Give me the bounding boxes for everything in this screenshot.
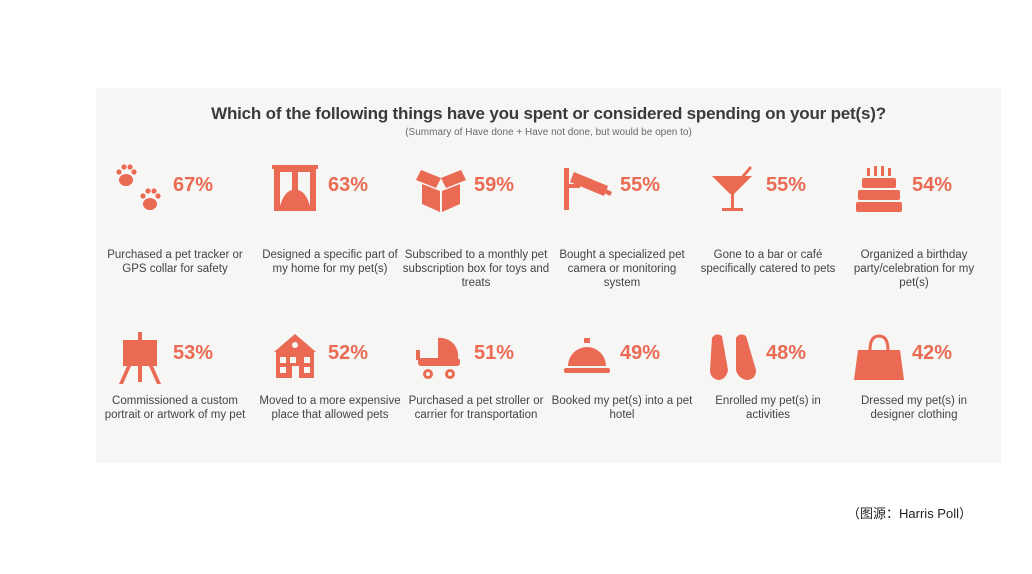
stat-percentage: 53% [173, 342, 214, 364]
stat-item: 53% Commissioned a custom portrait or art… [101, 330, 251, 470]
stat-label: Gone to a bar or café specifically cater… [700, 249, 836, 275]
stat-percentage: 55% [766, 174, 807, 196]
stat-percentage: 52% [328, 342, 369, 364]
stat-label: Commissioned a custom portrait or artwor… [104, 395, 246, 421]
security-camera-icon [560, 162, 614, 216]
stat-percentage: 48% [766, 342, 807, 364]
stat-percentage: 59% [474, 174, 515, 196]
stat-label: Purchased a pet stroller or carrier for … [408, 395, 544, 421]
stat-item: 48% Enrolled my pet(s) in activities [694, 330, 844, 470]
stat-percentage: 42% [912, 342, 953, 364]
swim-fins-icon [706, 330, 760, 384]
chart-title: Which of the following things have you s… [211, 104, 886, 123]
stat-label: Booked my pet(s) into a pet hotel [551, 395, 693, 421]
stat-label: Moved to a more expensive place that all… [259, 395, 401, 421]
stroller-icon [414, 330, 468, 384]
birthday-cake-icon [852, 162, 906, 216]
stat-item: 55% Bought a specialized pet camera or mo… [548, 162, 698, 302]
stat-item: 52% Moved to a more expensive place that … [256, 330, 406, 470]
stat-item: 67% Purchased a pet tracker or GPS collar… [101, 162, 251, 302]
stat-label: Bought a specialized pet camera or monit… [559, 249, 685, 289]
stat-item: 42% Dressed my pet(s) in designer clothin… [840, 330, 990, 470]
infographic-panel: Which of the following things have you s… [96, 88, 1001, 463]
chart-subtitle: (Summary of Have done + Have not done, b… [405, 127, 692, 138]
handbag-icon [852, 330, 906, 384]
service-bell-icon [560, 330, 614, 384]
stat-percentage: 55% [620, 174, 661, 196]
stat-label: Dressed my pet(s) in designer clothing [860, 395, 968, 421]
paw-prints-icon [113, 162, 167, 216]
stat-item: 49% Booked my pet(s) into a pet hotel [548, 330, 698, 470]
stat-label: Enrolled my pet(s) in activities [715, 395, 821, 421]
easel-icon [113, 330, 167, 384]
stat-item: 55% Gone to a bar or café specifically ca… [694, 162, 844, 302]
stat-item: 63% Designed a specific part of my home f… [256, 162, 406, 302]
stat-label: Purchased a pet tracker or GPS collar fo… [107, 249, 243, 275]
stat-label: Organized a birthday party/celebration f… [853, 249, 975, 289]
stat-percentage: 54% [912, 174, 953, 196]
stat-percentage: 67% [173, 174, 214, 196]
window-curtains-icon [268, 162, 322, 216]
stat-percentage: 51% [474, 342, 515, 364]
cocktail-glass-icon [706, 162, 760, 216]
stat-item: 59% Subscribed to a monthly pet subscript… [402, 162, 552, 302]
stat-item: 54% Organized a birthday party/celebratio… [840, 162, 990, 302]
source-caption: （图源：Harris Poll） [847, 506, 972, 521]
stat-label: Designed a specific part of my home for … [262, 249, 398, 275]
box-icon [414, 162, 468, 216]
stat-item: 51% Purchased a pet stroller or carrier f… [402, 330, 552, 470]
stat-percentage: 63% [328, 174, 369, 196]
stat-label: Subscribed to a monthly pet subscription… [402, 249, 550, 289]
stat-percentage: 49% [620, 342, 661, 364]
house-icon [268, 330, 322, 384]
